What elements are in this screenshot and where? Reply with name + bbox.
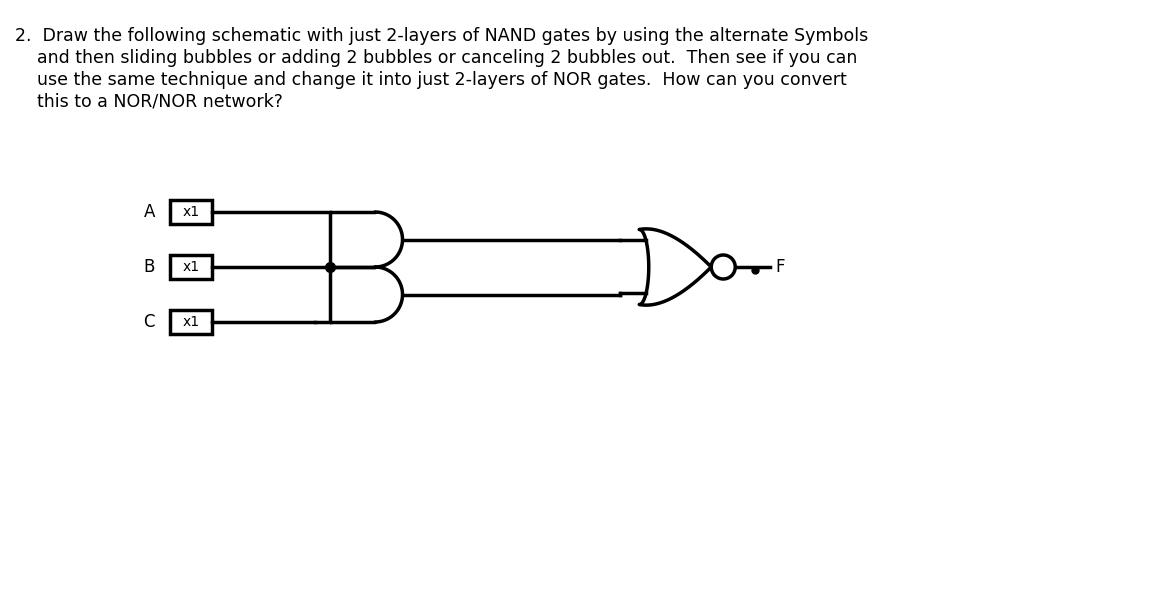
Bar: [170, 310, 212, 334]
Bar: [170, 200, 212, 224]
Text: x1: x1: [183, 260, 200, 274]
Text: F: F: [776, 258, 785, 276]
Text: this to a NOR/NOR network?: this to a NOR/NOR network?: [15, 93, 283, 111]
Text: C: C: [144, 313, 154, 331]
Circle shape: [711, 255, 735, 279]
Text: and then sliding bubbles or adding 2 bubbles or canceling 2 bubbles out.  Then s: and then sliding bubbles or adding 2 bub…: [15, 49, 858, 67]
Text: x1: x1: [183, 315, 200, 329]
Text: B: B: [144, 258, 154, 276]
Text: x1: x1: [183, 205, 200, 219]
Bar: [170, 255, 212, 279]
Text: A: A: [144, 203, 154, 221]
Text: 2.  Draw the following schematic with just 2-layers of NAND gates by using the a: 2. Draw the following schematic with jus…: [15, 27, 868, 45]
Text: use the same technique and change it into just 2-layers of NOR gates.  How can y: use the same technique and change it int…: [15, 71, 847, 89]
